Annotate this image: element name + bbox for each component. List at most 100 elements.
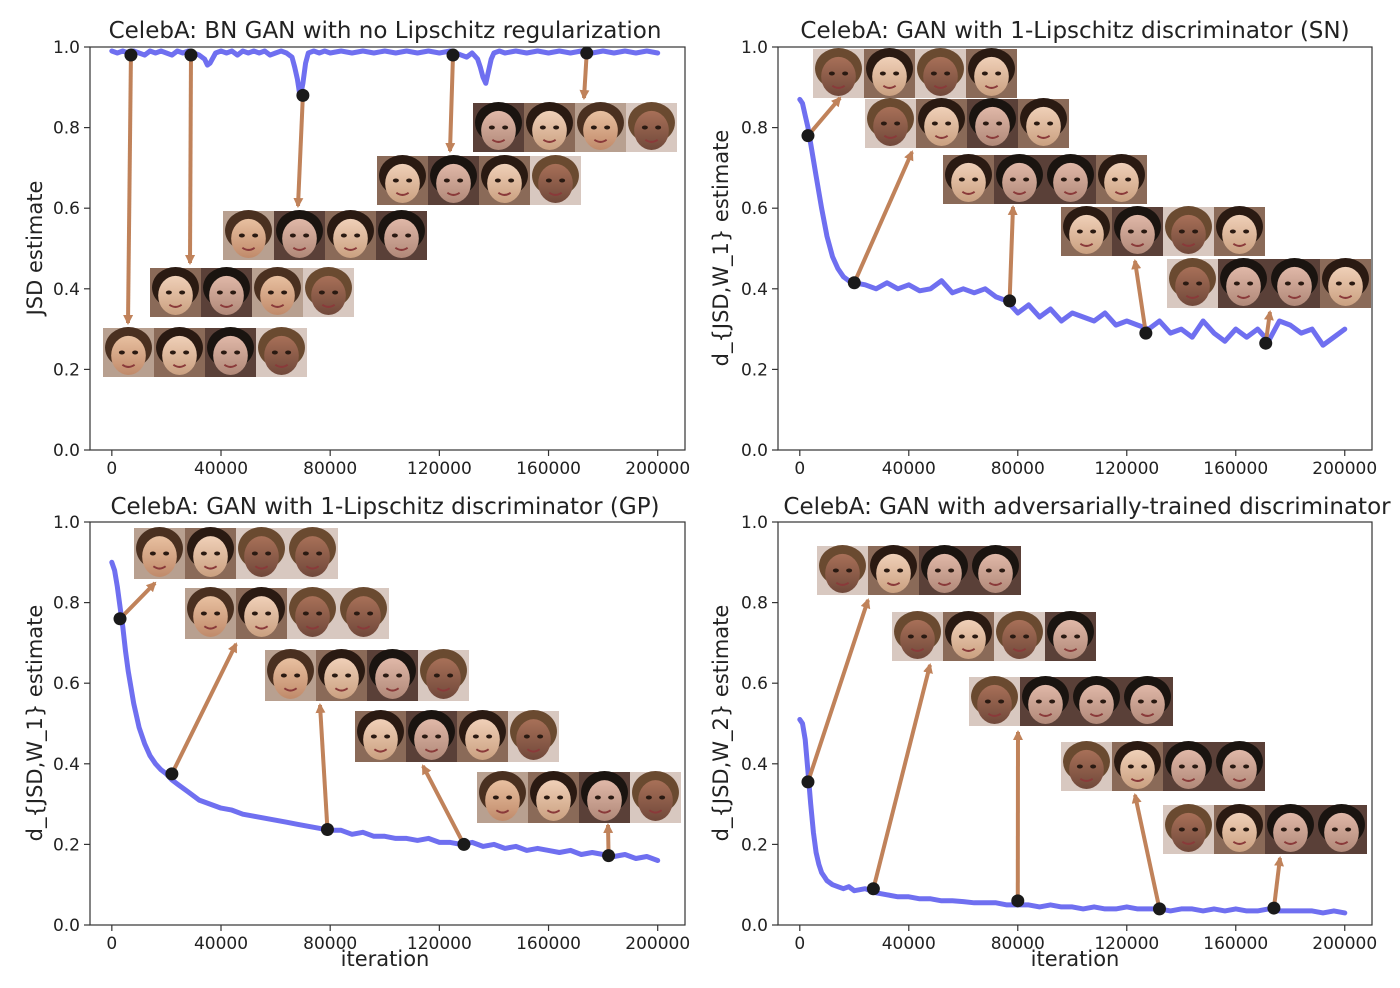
face-skin bbox=[978, 553, 1013, 594]
face-mouth bbox=[1089, 712, 1104, 717]
face-skin bbox=[384, 218, 419, 259]
face-eye bbox=[828, 71, 835, 76]
face-eye bbox=[367, 611, 374, 616]
face-thumbnail bbox=[916, 98, 967, 148]
panel-2: 0 40000 80000 120000 160000 200000 0.0 0.2 0.4 0.… bbox=[709, 18, 1377, 479]
face-skin bbox=[1053, 619, 1088, 660]
face-thumbnail bbox=[479, 155, 530, 205]
face-eye bbox=[897, 568, 904, 573]
face-eye bbox=[340, 233, 347, 238]
face-thumbnail bbox=[966, 48, 1017, 98]
sample-marker bbox=[446, 48, 460, 62]
face-eye bbox=[893, 71, 900, 76]
panel-2-curve bbox=[797, 96, 1348, 348]
y-tick-label: 0.4 bbox=[53, 280, 80, 300]
face-eye bbox=[981, 71, 988, 76]
thumbnail-strip bbox=[473, 102, 677, 152]
thumbnail-strip bbox=[377, 155, 581, 205]
face-skin bbox=[193, 596, 228, 637]
face-eye bbox=[214, 611, 221, 616]
face-mouth bbox=[395, 191, 410, 196]
face-thumbnail bbox=[367, 648, 418, 701]
panel-4-thumbnails bbox=[817, 545, 1367, 854]
face-eye bbox=[1298, 281, 1305, 286]
face-skin bbox=[1053, 162, 1088, 203]
face-mouth bbox=[283, 687, 298, 692]
x-tick-label: 80000 bbox=[303, 934, 357, 954]
face-thumbnail bbox=[303, 267, 354, 317]
face-skin bbox=[1277, 266, 1312, 307]
face-eye bbox=[604, 125, 611, 130]
face-eye bbox=[832, 568, 839, 573]
face-eye bbox=[1060, 634, 1067, 639]
face-eye bbox=[557, 795, 564, 800]
sample-marker bbox=[124, 48, 138, 62]
face-mouth bbox=[203, 625, 218, 630]
face-eye bbox=[302, 611, 309, 616]
panel-1-thumbnails bbox=[103, 102, 677, 377]
face-eye bbox=[214, 551, 221, 556]
face-eye bbox=[1151, 699, 1158, 704]
face-skin bbox=[311, 275, 346, 316]
face-mouth bbox=[1038, 712, 1053, 717]
face-eye bbox=[1033, 121, 1040, 126]
face-skin bbox=[1028, 684, 1063, 725]
face-skin bbox=[1273, 812, 1308, 853]
face-skin bbox=[974, 56, 1009, 97]
panel-2-ylabel: d_{JSD,W_1} estimate bbox=[709, 130, 734, 367]
face-eye bbox=[608, 795, 615, 800]
face-mouth bbox=[495, 809, 510, 814]
thumbnail-strip bbox=[817, 545, 1021, 595]
face-mouth bbox=[497, 191, 512, 196]
face-skin bbox=[872, 56, 907, 97]
face-eye bbox=[486, 734, 493, 739]
face-eye bbox=[972, 177, 979, 182]
face-eye bbox=[846, 568, 853, 573]
face-thumbnail bbox=[1163, 206, 1214, 256]
face-thumbnail bbox=[1218, 258, 1269, 308]
face-skin bbox=[244, 596, 279, 637]
face-eye bbox=[1192, 229, 1199, 234]
face-eye bbox=[1178, 229, 1185, 234]
sample-marker bbox=[320, 822, 334, 836]
sample-marker bbox=[847, 276, 861, 290]
face-thumbnail bbox=[205, 327, 256, 377]
y-tick-label: 0.4 bbox=[53, 755, 80, 775]
y-tick-label: 0.4 bbox=[741, 280, 768, 300]
x-tick-label: 200000 bbox=[1312, 934, 1377, 954]
face-skin bbox=[1226, 266, 1261, 307]
face-skin bbox=[1079, 684, 1114, 725]
face-mouth bbox=[356, 625, 371, 630]
face-skin bbox=[426, 658, 461, 699]
face-skin bbox=[295, 596, 330, 637]
face-thumbnail bbox=[1112, 741, 1163, 791]
face-skin bbox=[282, 218, 317, 259]
panel-3-title: CelebA: GAN with 1-Lipschitz discriminat… bbox=[110, 494, 659, 520]
face-eye bbox=[958, 177, 965, 182]
face-eye bbox=[921, 634, 928, 639]
face-eye bbox=[169, 350, 176, 355]
face-eye bbox=[391, 233, 398, 238]
face-mouth bbox=[1012, 647, 1027, 652]
face-eye bbox=[523, 734, 530, 739]
face-eye bbox=[353, 611, 360, 616]
face-mouth bbox=[542, 138, 557, 143]
panel-4-markers bbox=[801, 775, 1281, 916]
sample-arrow bbox=[118, 581, 157, 621]
x-tick-label: 160000 bbox=[516, 934, 581, 954]
face-mouth bbox=[321, 303, 336, 308]
face-eye bbox=[972, 634, 979, 639]
face-skin bbox=[1328, 266, 1363, 307]
face-thumbnail bbox=[287, 526, 338, 579]
y-tick-label: 0.6 bbox=[741, 199, 768, 219]
face-eye bbox=[1023, 177, 1030, 182]
face-mouth bbox=[424, 748, 439, 753]
y-tick-label: 0.8 bbox=[741, 119, 768, 139]
face-mouth bbox=[644, 138, 659, 143]
panel-4-axes: 0 40000 80000 120000 160000 200000 0.0 0.2 0.4 0.… bbox=[741, 513, 1377, 954]
face-skin bbox=[414, 719, 449, 760]
face-eye bbox=[149, 551, 156, 556]
face-eye bbox=[842, 71, 849, 76]
panel-4-ylabel: d_{JSD,W_2} estimate bbox=[709, 605, 734, 842]
